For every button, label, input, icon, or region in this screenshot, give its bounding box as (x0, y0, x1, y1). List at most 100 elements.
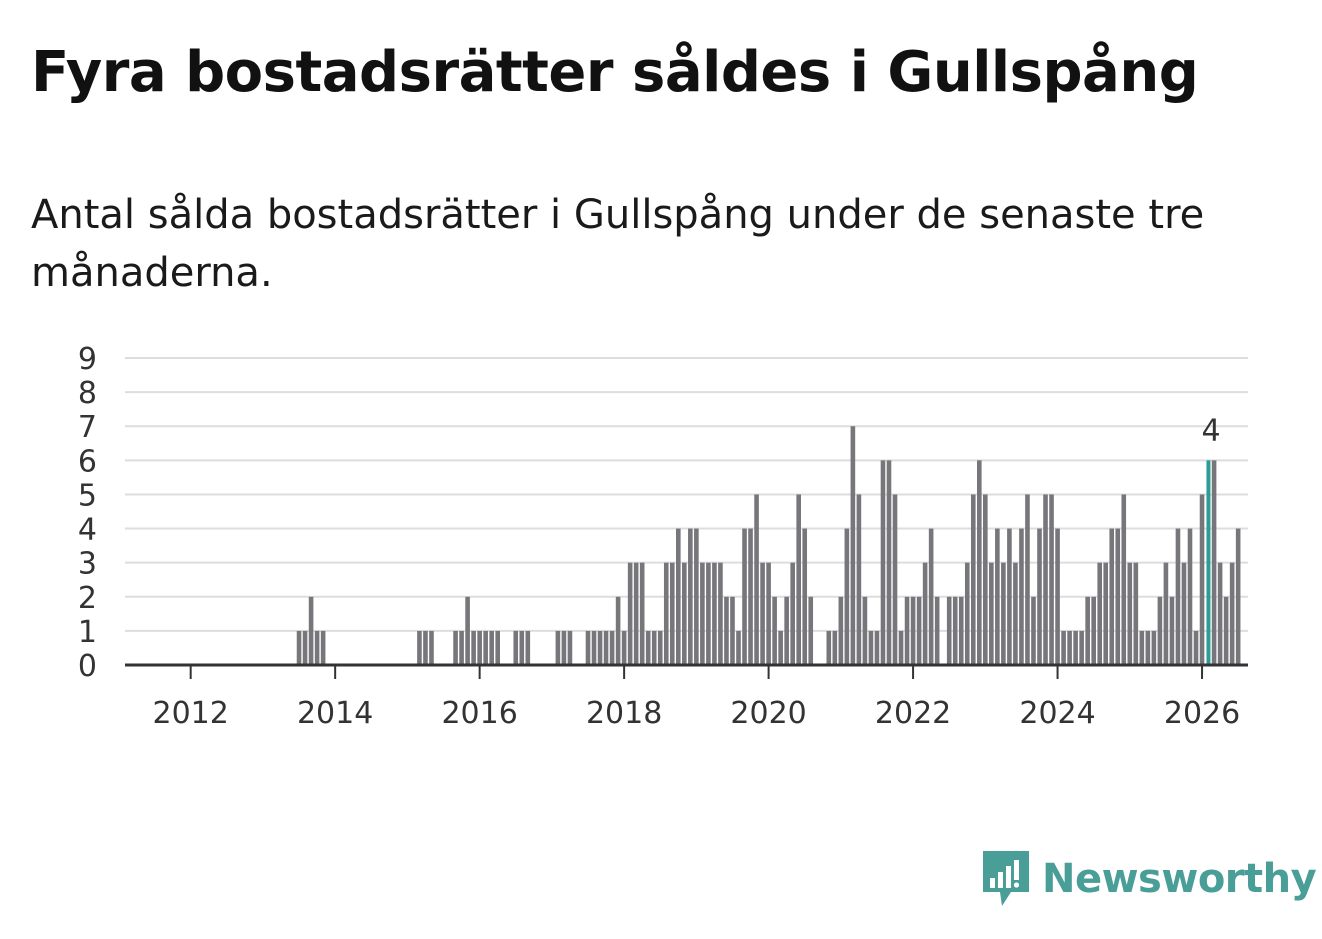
bar (314, 630, 320, 665)
bar (862, 596, 868, 665)
bar (459, 630, 464, 665)
bar (989, 562, 994, 665)
bar (910, 596, 916, 665)
bar (423, 630, 428, 665)
bar (1229, 562, 1235, 665)
bar (826, 630, 832, 665)
bar (1007, 528, 1012, 665)
bar (952, 596, 958, 665)
x-tick-label-2020: 2020 (730, 696, 806, 731)
bar (1169, 596, 1175, 665)
bar (1115, 528, 1121, 665)
bar (320, 630, 326, 665)
bar (796, 494, 801, 665)
bar (495, 630, 500, 665)
bar (808, 596, 814, 665)
bar (615, 596, 621, 665)
bar (639, 562, 645, 665)
bar (874, 630, 880, 665)
bar (916, 596, 922, 665)
bar (308, 596, 314, 665)
y-tick-label-0: 0 (78, 649, 97, 684)
bar (483, 630, 488, 665)
bar (904, 596, 910, 665)
bar (1013, 562, 1018, 665)
bar (603, 630, 609, 665)
y-tick-label-1: 1 (78, 615, 97, 650)
bar (898, 630, 904, 665)
bar (736, 630, 741, 665)
bar (597, 630, 603, 665)
bar (555, 630, 561, 665)
bar (1145, 630, 1151, 665)
bar (465, 596, 470, 665)
bar (1223, 596, 1229, 665)
bar (700, 562, 705, 665)
bar (1103, 562, 1109, 665)
bar (778, 630, 783, 665)
bar (844, 528, 850, 665)
x-tick-label-2014: 2014 (297, 696, 373, 731)
bar (724, 596, 729, 665)
bar (964, 562, 970, 665)
y-tick-label-4: 4 (78, 513, 97, 548)
bar (645, 630, 651, 665)
bar (1151, 630, 1157, 665)
bar (1139, 630, 1145, 665)
bar (946, 596, 952, 665)
x-tick-label-2024: 2024 (1019, 696, 1095, 731)
bar (880, 460, 886, 665)
bar (1097, 562, 1102, 665)
bar (567, 630, 573, 665)
bar (1067, 630, 1072, 665)
bar (561, 630, 567, 665)
bar (1235, 528, 1241, 665)
bar (302, 630, 308, 665)
bar (712, 562, 717, 665)
bar (1163, 562, 1169, 665)
bar (1157, 596, 1163, 665)
y-tick-label-5: 5 (78, 478, 97, 513)
newsworthy-logo-icon (983, 851, 1029, 906)
highlight-value-label: 4 (1202, 413, 1221, 448)
bar (1073, 630, 1078, 665)
bar (1181, 562, 1187, 665)
bar (1001, 562, 1006, 665)
bar (676, 528, 681, 665)
bar (1187, 528, 1193, 665)
bar (706, 562, 711, 665)
bar (1019, 528, 1024, 665)
bar (669, 562, 675, 665)
bar (856, 494, 862, 665)
newsworthy-logo: Newsworthy (980, 848, 1317, 910)
bar (922, 562, 928, 665)
bar (621, 630, 627, 665)
bar (832, 630, 838, 665)
bar (892, 494, 898, 665)
bar (1133, 562, 1139, 665)
bar (742, 528, 747, 665)
bar (688, 528, 693, 665)
chart-title: Fyra bostadsrätter såldes i Gullspång (31, 40, 1199, 105)
bar (995, 528, 1000, 665)
bar-highlight (1206, 460, 1211, 665)
bar (453, 630, 458, 665)
bar (663, 562, 669, 665)
x-tick-label-2016: 2016 (441, 696, 517, 731)
bar (772, 596, 777, 665)
bar (838, 596, 844, 665)
chart-subtitle: Antal sålda bostadsrätter i Gullspång un… (31, 192, 1205, 296)
bar (784, 596, 789, 665)
bar (627, 562, 633, 665)
bar (477, 630, 482, 665)
bar (633, 562, 639, 665)
bar (886, 460, 892, 665)
bar (934, 596, 940, 665)
y-tick-label-8: 8 (78, 376, 97, 411)
bar (585, 630, 591, 665)
bar (1217, 562, 1223, 665)
bar (790, 562, 795, 665)
bar (489, 630, 494, 665)
bar (591, 630, 597, 665)
bar (718, 562, 723, 665)
